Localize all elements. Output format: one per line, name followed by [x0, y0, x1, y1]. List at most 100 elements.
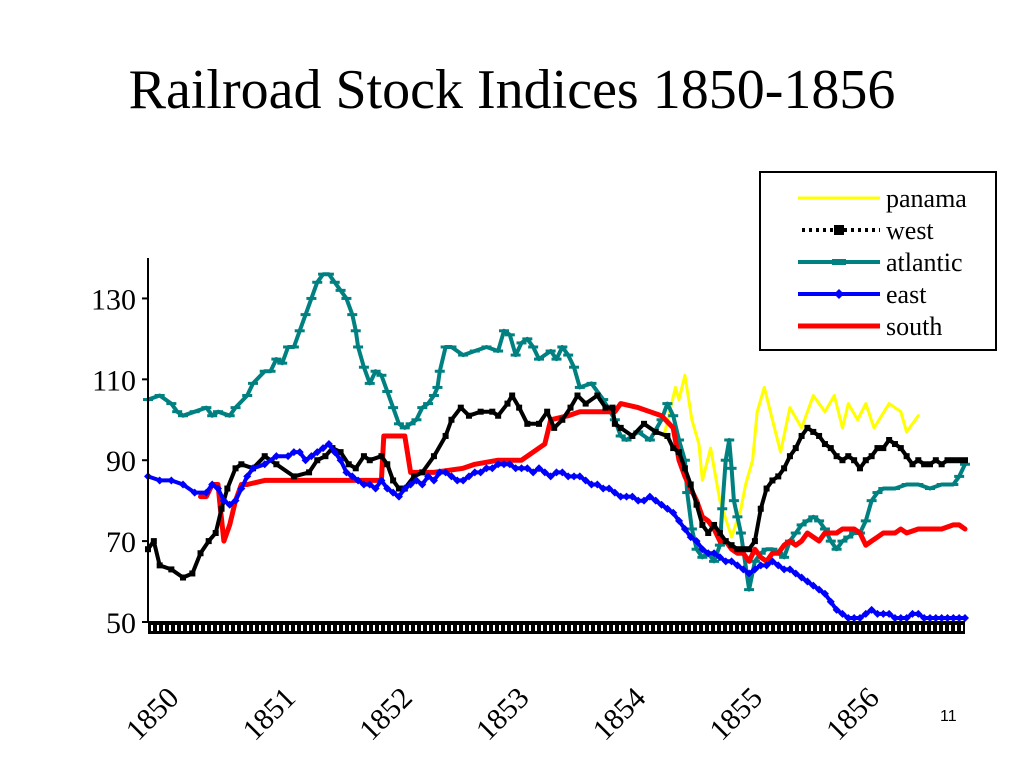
x-minor-tick: [937, 625, 939, 631]
x-minor-tick: [421, 625, 423, 631]
series-west-marker: [238, 461, 245, 468]
x-tick-label: 1853: [470, 681, 536, 747]
series-west-marker: [810, 428, 817, 435]
series-east-marker: [937, 613, 946, 622]
series-east-marker: [920, 613, 929, 622]
x-minor-tick: [757, 625, 759, 631]
series-east-marker: [540, 468, 549, 477]
series-east-marker: [651, 496, 660, 505]
series-east-marker: [745, 569, 754, 578]
legend-swatch-pattern: [861, 228, 865, 232]
series-east-marker: [680, 524, 689, 533]
x-minor-tick: [871, 625, 873, 631]
x-minor-tick: [877, 625, 879, 631]
series-east-marker: [424, 472, 433, 481]
series-east-marker: [179, 480, 188, 489]
x-minor-tick: [535, 625, 537, 631]
series-east-marker: [529, 468, 538, 477]
series-west-marker: [567, 404, 574, 411]
x-minor-tick: [787, 625, 789, 631]
series-east-marker: [943, 613, 952, 622]
series-west-marker: [903, 453, 910, 460]
series-west-marker: [218, 505, 225, 512]
series-east-marker: [955, 613, 964, 622]
series-east-marker: [908, 609, 917, 618]
series-east-marker: [855, 613, 864, 622]
series-east-marker: [867, 605, 876, 614]
series-east-marker: [599, 484, 608, 493]
series-west-marker: [932, 457, 939, 464]
x-minor-tick: [769, 625, 771, 631]
x-minor-tick: [835, 625, 837, 631]
series-west-marker: [509, 392, 516, 399]
series-west-marker: [345, 461, 352, 468]
series-east-marker: [727, 557, 736, 566]
series-west-marker: [352, 465, 359, 472]
series-west-marker: [775, 473, 782, 480]
series-west-marker: [921, 461, 928, 468]
series-west-marker: [769, 477, 776, 484]
x-minor-tick: [361, 625, 363, 631]
x-minor-tick: [205, 625, 207, 631]
series-east-marker: [663, 504, 672, 513]
series-west-marker: [261, 453, 268, 460]
x-minor-tick: [283, 625, 285, 631]
series-east-marker: [750, 565, 759, 574]
legend-swatch-pattern: [812, 228, 816, 232]
x-minor-tick: [241, 625, 243, 631]
legend-label-east: east: [886, 280, 927, 309]
x-minor-tick: [277, 625, 279, 631]
series-west-marker: [909, 461, 916, 468]
y-axis-ticks: 50 70 90 110 130: [91, 283, 148, 640]
x-minor-tick: [589, 625, 591, 631]
x-minor-tick: [487, 625, 489, 631]
series-west-marker: [926, 461, 933, 468]
series-east-marker: [383, 484, 392, 493]
series-east-marker: [400, 484, 409, 493]
series-west-marker: [489, 408, 496, 415]
x-minor-tick: [943, 625, 945, 631]
x-minor-tick: [433, 625, 435, 631]
series-east-marker: [756, 561, 765, 570]
series-east-marker: [470, 468, 479, 477]
series-west-marker: [962, 457, 968, 464]
x-minor-tick: [163, 625, 165, 631]
series-west-marker: [180, 574, 187, 581]
series-west-marker: [544, 408, 551, 415]
series-west-marker: [430, 453, 437, 460]
x-minor-tick: [307, 625, 309, 631]
x-minor-tick: [439, 625, 441, 631]
x-minor-tick: [385, 625, 387, 631]
x-minor-tick: [271, 625, 273, 631]
series-east-marker: [768, 557, 777, 566]
x-minor-tick: [217, 625, 219, 631]
x-minor-tick: [955, 625, 957, 631]
series-east-marker: [774, 561, 783, 570]
series-east-marker: [605, 484, 614, 493]
series-west-marker: [687, 481, 694, 488]
y-tick-label: 110: [92, 364, 136, 397]
series-east-marker: [237, 484, 246, 493]
x-minor-tick: [583, 625, 585, 631]
series-east-marker: [587, 480, 596, 489]
x-minor-tick: [193, 625, 195, 631]
series-east-marker: [301, 456, 310, 465]
x-minor-tick: [811, 625, 813, 631]
series-west-marker: [197, 550, 204, 557]
x-minor-tick: [475, 625, 477, 631]
series-west-marker: [781, 465, 788, 472]
series-east-marker: [324, 440, 333, 449]
series-east-marker: [593, 480, 602, 489]
series-east-marker: [494, 460, 503, 469]
series-east-marker: [850, 613, 859, 622]
x-minor-tick: [655, 625, 657, 631]
series-east-marker: [441, 468, 450, 477]
series-east-marker: [406, 480, 415, 489]
series-east-marker: [546, 472, 555, 481]
y-tick-label: 50: [106, 607, 136, 640]
series-east-marker: [616, 492, 625, 501]
series-east-marker: [785, 565, 794, 574]
series-atlantic-line: [146, 272, 967, 592]
series-west-marker: [915, 457, 922, 464]
